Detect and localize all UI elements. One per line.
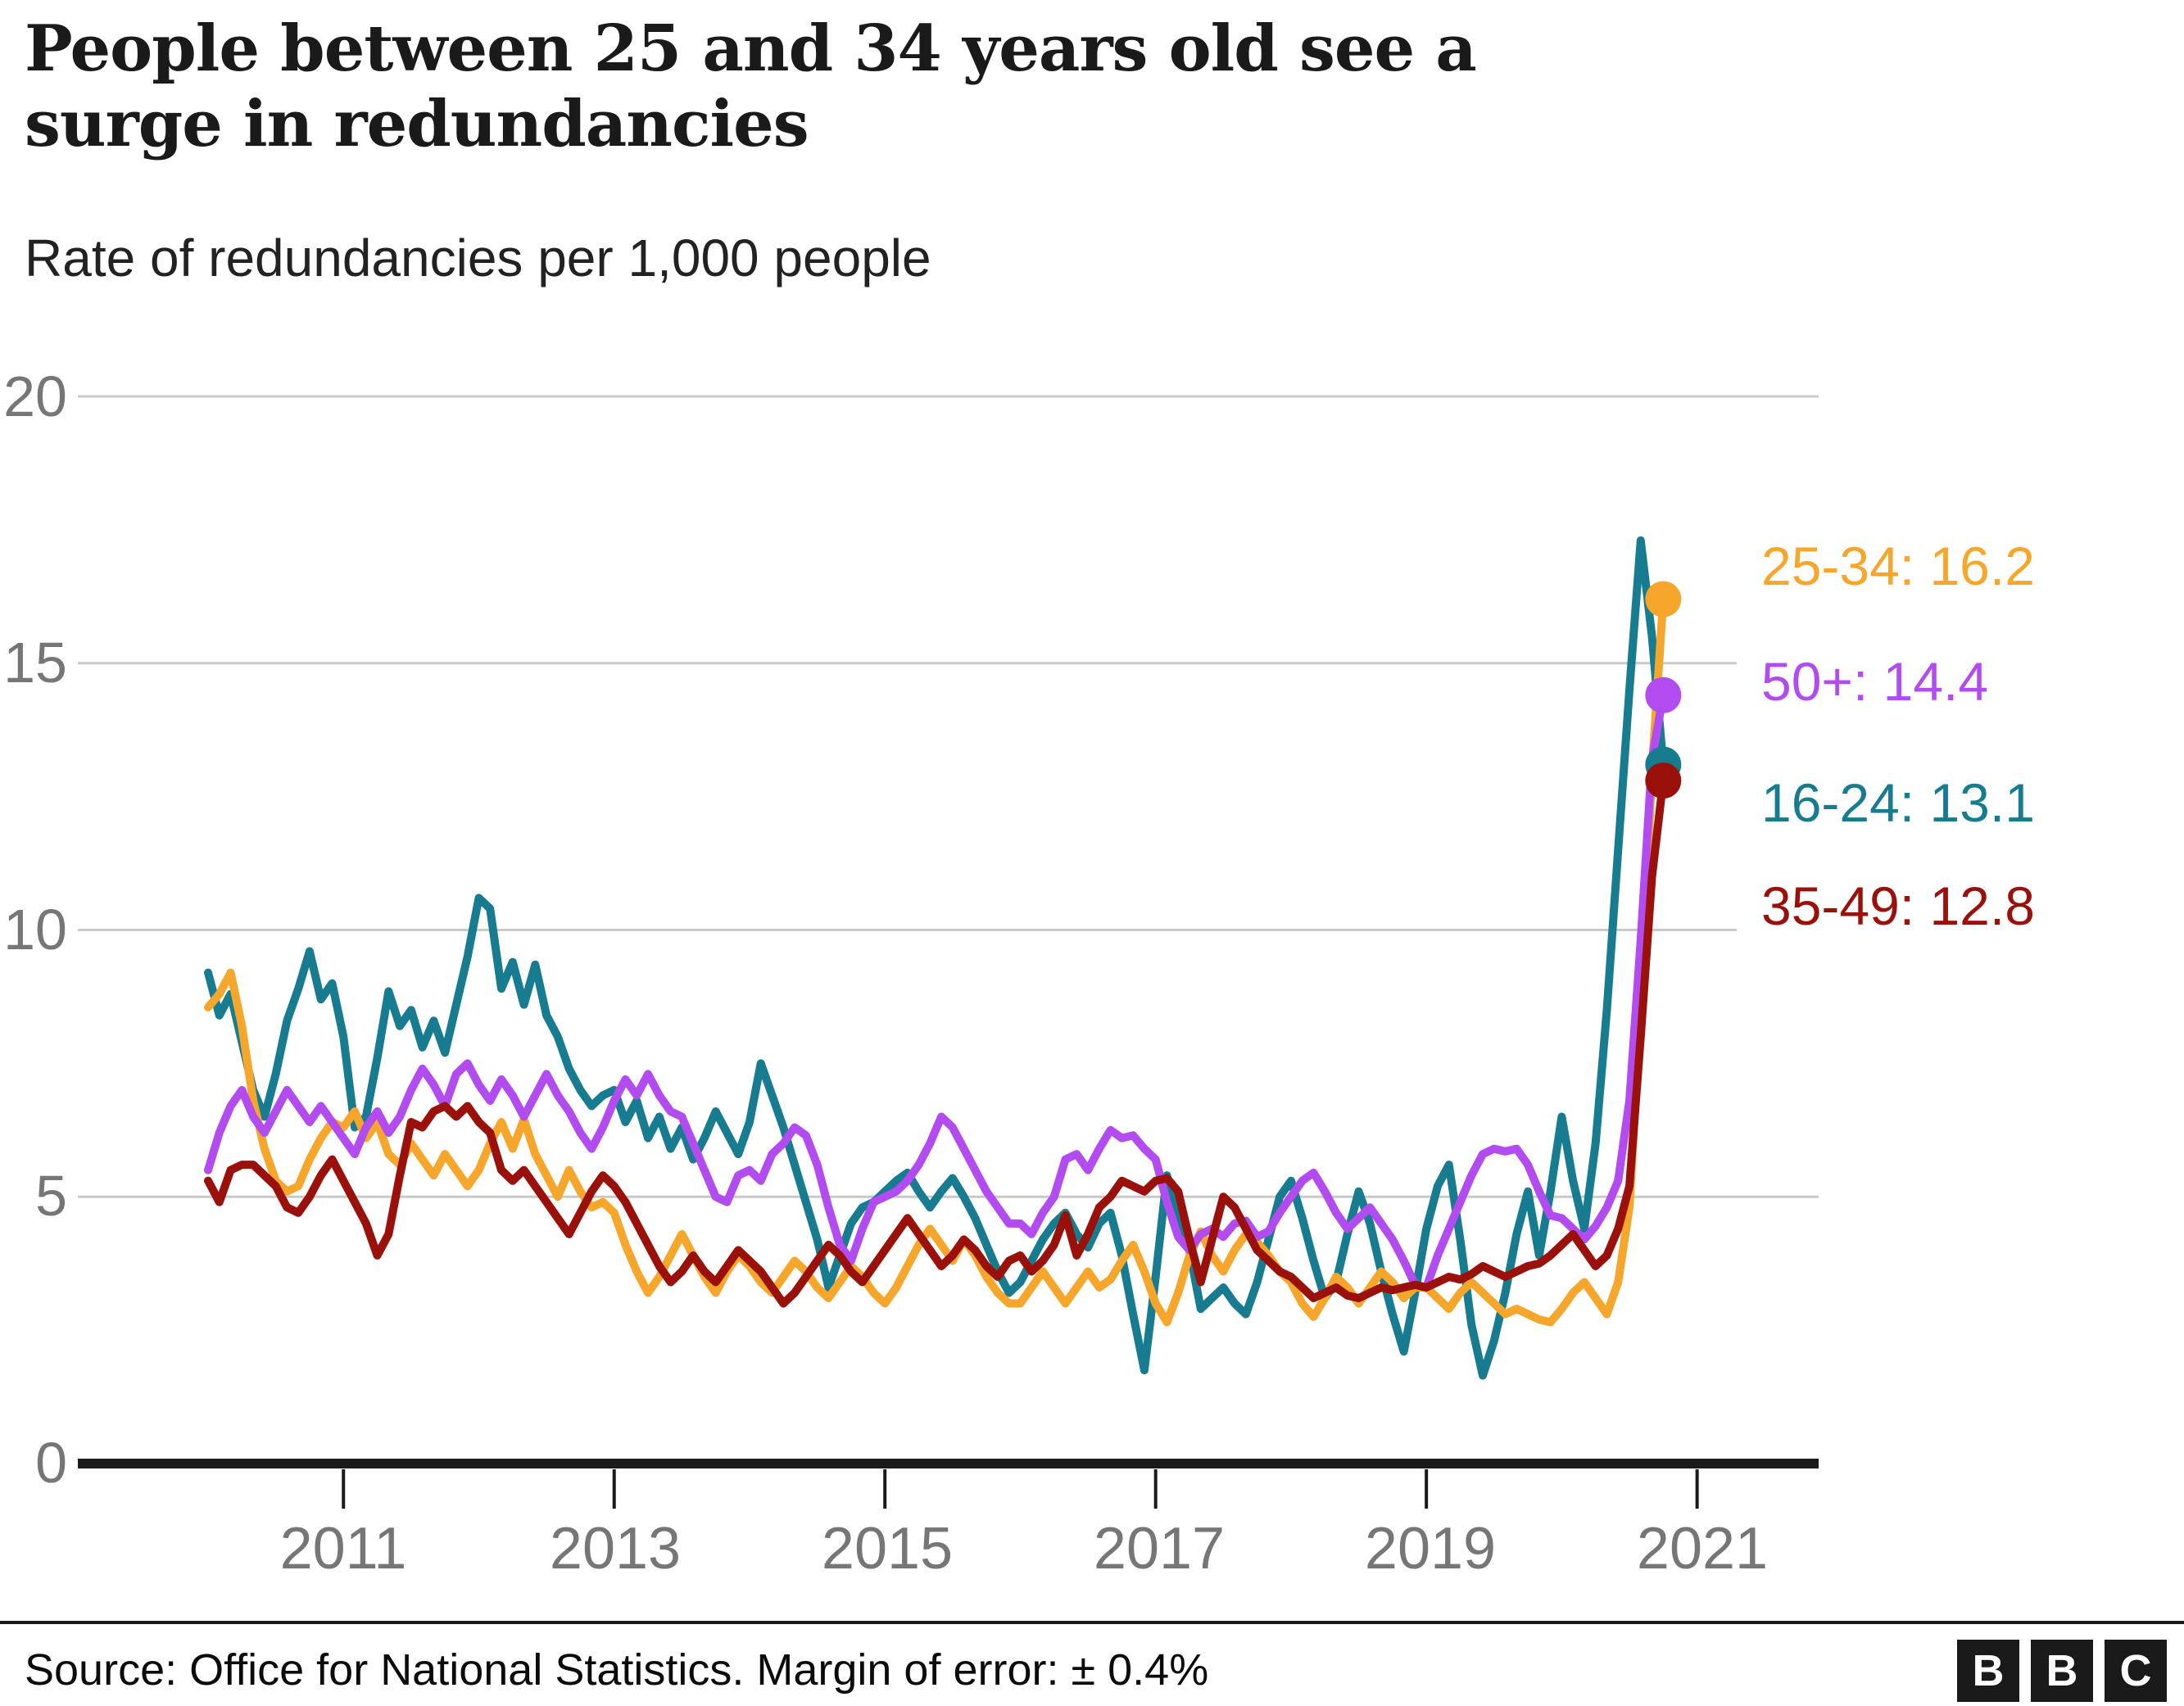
x-axis-label-2015: 2015 — [821, 1516, 954, 1582]
bbc-logo-letter-2: B — [2031, 1640, 2093, 1702]
chart-title-line1: People between 25 and 34 years old see a — [25, 11, 1477, 86]
bbc-logo-letter-3: C — [2105, 1640, 2167, 1702]
source-note: Source: Office for National Statistics. … — [25, 1645, 1209, 1695]
legend-item-35-49: 35-49: 12.8 — [1761, 876, 2035, 936]
legend-item-25-34: 25-34: 16.2 — [1761, 536, 2035, 596]
chart-title: People between 25 and 34 years old see a… — [25, 11, 2155, 162]
x-axis-label-2013: 2013 — [549, 1516, 682, 1582]
chart-subtitle: Rate of redundancies per 1,000 people — [25, 229, 931, 287]
x-axis-line — [78, 1459, 1819, 1468]
series-line-35-49 — [204, 776, 1668, 1308]
footer-divider — [0, 1621, 2184, 1624]
y-axis-label-0: 0 — [35, 1431, 67, 1495]
bbc-logo-letter-1: B — [1957, 1640, 2019, 1702]
x-axis-label-2019: 2019 — [1364, 1516, 1497, 1582]
y-axis-label-10: 10 — [3, 898, 67, 962]
series-line-16-24 — [204, 536, 1668, 1380]
chart-title-line2: surge in redundancies — [25, 87, 809, 161]
y-axis-label-20: 20 — [3, 364, 67, 428]
legend-item-50plus: 50+: 14.4 — [1761, 651, 1989, 712]
legend-item-16-24: 16-24: 13.1 — [1761, 772, 2035, 833]
x-axis-label-2017: 2017 — [1093, 1516, 1226, 1582]
series-end-dot-25-34 — [1645, 581, 1682, 618]
y-axis-label-5: 5 — [35, 1164, 67, 1228]
x-axis-label-2011: 2011 — [279, 1516, 407, 1582]
x-axis-label-2021: 2021 — [1636, 1516, 1769, 1582]
series-line-25-34 — [204, 595, 1668, 1327]
series-end-dot-50+ — [1645, 677, 1682, 713]
series-end-dot-35-49 — [1645, 762, 1682, 799]
y-axis-label-15: 15 — [3, 631, 67, 695]
bbc-logo: B B C — [1957, 1640, 2167, 1702]
